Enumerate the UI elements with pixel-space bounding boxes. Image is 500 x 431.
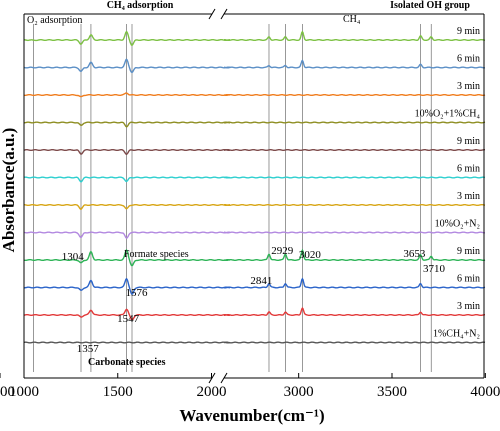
peak-label-3710: 3710	[423, 263, 446, 275]
series-label-9: 6 min	[457, 274, 480, 285]
series-line-7-seg1	[224, 231, 485, 234]
series-line-4-seg0	[23, 149, 231, 156]
series-line-4-seg1	[223, 149, 485, 151]
series-label-10: 3 min	[457, 301, 480, 312]
o2-adsorption-label: O₂ adsorption	[27, 15, 82, 26]
series-label-6: 3 min	[457, 191, 480, 202]
ch4-label: CH₄	[343, 14, 361, 25]
series-line-5-seg1	[223, 176, 486, 179]
series-line-0-seg0	[24, 30, 230, 46]
x-tick-label-1500: 1500	[103, 384, 133, 400]
series-line-8-seg0	[23, 248, 231, 267]
x-tick-label-1000: 1000	[9, 384, 39, 400]
series-label-4: 9 min	[457, 136, 480, 147]
axis-break-mark-0a	[208, 8, 216, 20]
formate-label: Formate species	[124, 249, 189, 260]
x-axis-title: Wavenumber(cm⁻¹)	[179, 406, 324, 425]
peak-label-3653: 3653	[403, 248, 426, 260]
series-line-2-seg1	[223, 94, 486, 96]
x-tick-label-2500: 2500	[0, 384, 15, 400]
series-line-10-seg0	[23, 308, 230, 321]
series-label-7: 10%O₂+N₂	[435, 219, 480, 230]
series-line-6-seg0	[24, 204, 230, 210]
carbonate-label: Carbonate species	[88, 357, 166, 368]
x-tick-label-4000: 4000	[470, 384, 500, 400]
series-line-6-seg1	[224, 204, 486, 206]
peak-label-2929: 2929	[271, 245, 294, 257]
series-label-8: 9 min	[457, 246, 480, 257]
peak-label-2841: 2841	[250, 275, 272, 287]
series-line-5-seg0	[23, 176, 231, 183]
series-line-9-seg0	[24, 277, 231, 295]
series-label-5: 6 min	[457, 164, 480, 175]
peak-label-1357: 1357	[77, 343, 100, 355]
series-line-9-seg1	[223, 277, 486, 289]
series-label-3: 10%O₂+1%CH₄	[415, 109, 481, 120]
series-line-1-seg1	[223, 59, 485, 69]
series-label-2: 3 min	[457, 81, 480, 92]
series-line-1-seg0	[23, 58, 231, 74]
x-tick-label-3500: 3500	[377, 384, 407, 400]
axis-break-mark-0b	[220, 8, 228, 20]
peak-label-3020: 3020	[299, 249, 322, 261]
series-line-10-seg1	[224, 307, 485, 316]
y-axis-title: Absorbance(a.u.)	[0, 128, 18, 253]
peak-label-1547: 1547	[117, 313, 140, 325]
peak-label-1304: 1304	[62, 251, 85, 263]
header-right-label: Isolated OH group	[390, 0, 470, 11]
series-line-0-seg1	[224, 30, 486, 41]
peak-label-1576: 1576	[126, 287, 149, 299]
series-line-11-seg1	[223, 341, 486, 344]
x-tick-label-3000: 3000	[284, 384, 314, 400]
series-label-1: 6 min	[457, 54, 480, 65]
header-left-label: CH₄ adsorption	[107, 0, 174, 11]
series-line-3-seg0	[24, 121, 230, 128]
series-line-2-seg0	[23, 92, 231, 98]
series-line-8-seg1	[223, 248, 486, 261]
series-line-3-seg1	[224, 121, 486, 124]
plot-area: 9 min 6 min 3 min 10%O₂+1%CH₄ 9 min 6 min 3 mi…	[0, 8, 500, 400]
series-label-0: 9 min	[457, 26, 480, 37]
x-tick-label-2000: 2000	[197, 384, 227, 400]
series-line-11-seg0	[23, 341, 231, 344]
series-label-11: 1%CH₄+N₂	[433, 329, 480, 340]
series-line-7-seg0	[23, 231, 230, 239]
axis-break-mark-1b	[220, 372, 228, 384]
